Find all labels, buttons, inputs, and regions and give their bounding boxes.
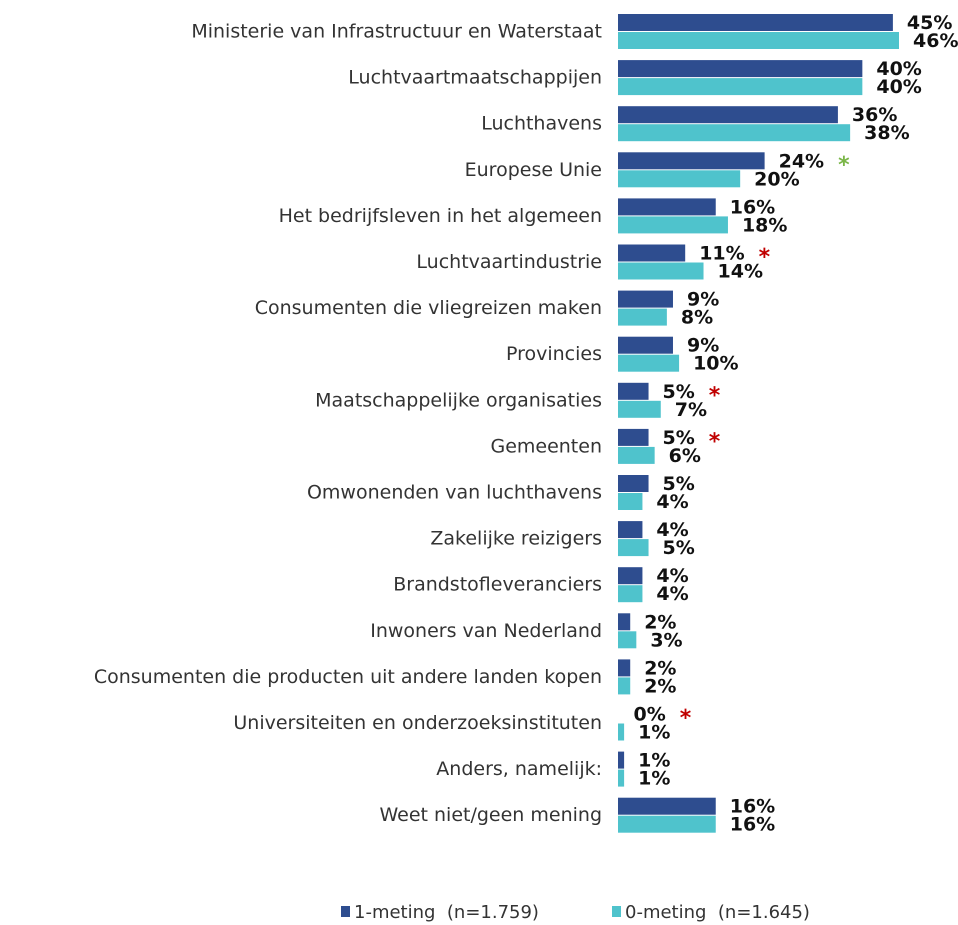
- value-label: 4%: [656, 491, 688, 513]
- bar: [618, 60, 863, 78]
- bar: [618, 769, 625, 787]
- category-label: Zakelijke reizigers: [430, 528, 602, 550]
- value-label: 16%: [730, 814, 775, 836]
- category-label: Het bedrijfsleven in het algemeen: [279, 205, 602, 227]
- bar: [618, 382, 649, 400]
- bar: [618, 354, 680, 372]
- value-label: 1%: [638, 750, 670, 772]
- value-label: 10%: [693, 353, 738, 375]
- bar: [618, 723, 625, 741]
- value-label: 16%: [730, 796, 775, 818]
- category-label: Anders, namelijk:: [436, 758, 602, 780]
- bar: [618, 198, 716, 216]
- legend-label: 0-meting (n=1.645): [625, 902, 810, 923]
- value-label: 38%: [864, 122, 909, 144]
- category-label: Europese Unie: [465, 159, 602, 181]
- bar: [618, 14, 893, 31]
- value-label: 5%: [663, 537, 695, 559]
- bar: [618, 124, 851, 142]
- bar: [618, 659, 631, 677]
- value-label: 9%: [687, 335, 719, 357]
- value-label: 1%: [638, 768, 670, 790]
- category-label: Luchtvaartindustrie: [416, 251, 602, 273]
- value-label: 5%: [663, 381, 695, 403]
- bar: [618, 216, 728, 234]
- value-label: 5%: [663, 427, 695, 449]
- category-label: Provincies: [506, 343, 602, 365]
- significance-marker: *: [709, 383, 721, 408]
- category-label: Consumenten die vliegreizen maken: [255, 297, 602, 319]
- bar: [618, 493, 643, 510]
- bar: [618, 585, 643, 603]
- bar: [618, 308, 667, 326]
- value-label: 46%: [913, 30, 958, 52]
- value-label: 40%: [876, 76, 921, 98]
- category-label: Consumenten die producten uit andere lan…: [94, 666, 602, 688]
- bar: [618, 106, 838, 124]
- category-label: Inwoners van Nederland: [370, 620, 602, 642]
- value-label: 7%: [675, 399, 707, 421]
- value-label: 36%: [852, 104, 897, 126]
- value-label: 1%: [638, 722, 670, 744]
- bar: [618, 475, 649, 492]
- value-label: 4%: [656, 565, 688, 587]
- legend-swatch: [341, 906, 350, 917]
- bar: [618, 521, 643, 539]
- bar: [618, 815, 716, 833]
- bar: [618, 797, 716, 815]
- value-label: 20%: [754, 168, 799, 190]
- value-label: 0%: [634, 704, 666, 726]
- bar: [618, 751, 625, 769]
- value-label: 45%: [907, 12, 952, 34]
- category-label: Ministerie van Infrastructuur en Waterst…: [191, 21, 602, 43]
- category-label: Omwonenden van luchthavens: [307, 482, 602, 504]
- bar: [618, 400, 661, 418]
- value-label: 8%: [681, 307, 713, 329]
- category-label: Luchthavens: [481, 113, 602, 135]
- significance-marker: *: [680, 706, 692, 731]
- legend-label: 1-meting (n=1.759): [354, 902, 539, 923]
- bar: [618, 32, 899, 49]
- value-label: 14%: [718, 261, 763, 283]
- bar: [618, 262, 704, 280]
- bar: [618, 428, 649, 446]
- bar: [618, 613, 631, 631]
- category-label: Brandstofleveranciers: [393, 574, 602, 596]
- value-label: 18%: [742, 214, 787, 236]
- value-label: 5%: [663, 473, 695, 495]
- value-label: 2%: [644, 657, 676, 679]
- value-label: 9%: [687, 289, 719, 311]
- bar: [618, 152, 765, 170]
- legend-swatch: [612, 906, 621, 917]
- bar: [618, 567, 643, 585]
- bar: [618, 170, 741, 188]
- significance-marker: *: [759, 245, 771, 270]
- value-label: 24%: [779, 150, 824, 172]
- bar: [618, 290, 673, 308]
- value-label: 2%: [644, 675, 676, 697]
- significance-marker: *: [838, 153, 850, 178]
- value-label: 6%: [669, 445, 701, 467]
- value-label: 16%: [730, 196, 775, 218]
- category-label: Luchtvaartmaatschappijen: [348, 67, 602, 89]
- value-label: 40%: [876, 58, 921, 80]
- value-label: 11%: [699, 243, 744, 265]
- value-label: 2%: [644, 611, 676, 633]
- bar: [618, 631, 637, 649]
- category-label: Weet niet/geen mening: [379, 804, 602, 826]
- category-label: Maatschappelijke organisaties: [315, 389, 602, 411]
- value-label: 3%: [650, 629, 682, 651]
- bar: [618, 539, 649, 557]
- bar: [618, 78, 863, 96]
- bar: [618, 446, 655, 464]
- category-label: Gemeenten: [490, 435, 602, 457]
- category-label: Universiteiten en onderzoeksinstituten: [233, 712, 602, 734]
- bar: [618, 677, 631, 695]
- bar: [618, 244, 686, 262]
- significance-marker: *: [709, 429, 721, 454]
- value-label: 4%: [656, 519, 688, 541]
- bar: [618, 336, 673, 354]
- value-label: 4%: [656, 583, 688, 605]
